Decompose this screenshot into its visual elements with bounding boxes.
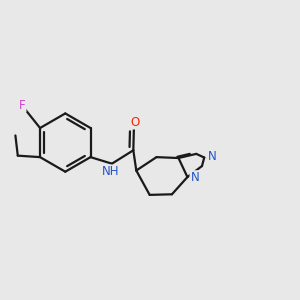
Text: N: N xyxy=(208,151,217,164)
Text: N: N xyxy=(190,171,199,184)
Text: O: O xyxy=(130,116,139,129)
Text: F: F xyxy=(19,99,26,112)
Text: NH: NH xyxy=(102,166,119,178)
